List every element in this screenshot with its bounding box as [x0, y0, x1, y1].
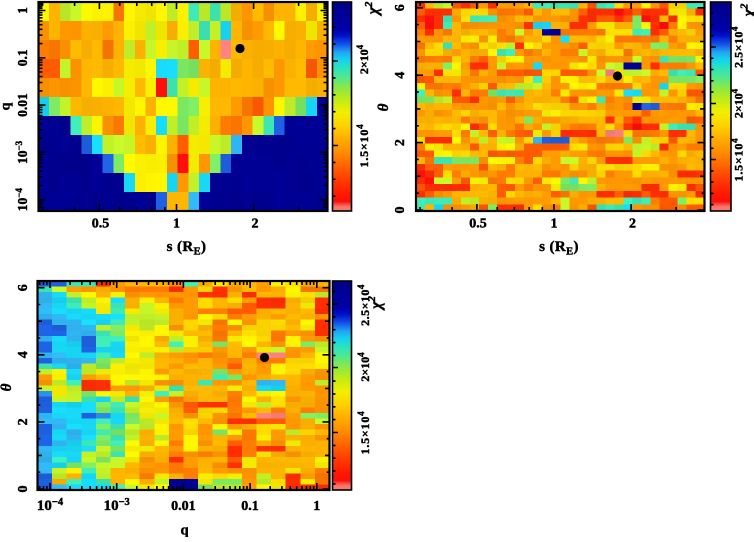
svg-text:6: 6	[16, 284, 31, 291]
svg-text:1: 1	[173, 217, 180, 232]
svg-text:0.1: 0.1	[241, 499, 259, 514]
svg-text:6: 6	[393, 4, 408, 11]
svg-text:1: 1	[551, 217, 558, 232]
svg-text:0.01: 0.01	[171, 499, 196, 514]
svg-text:q: q	[180, 523, 188, 538]
svg-text:2: 2	[393, 139, 408, 146]
svg-text:0.1: 0.1	[15, 49, 30, 66]
svg-text:2: 2	[252, 217, 259, 232]
svg-text:2: 2	[16, 418, 31, 425]
svg-text:0: 0	[16, 486, 31, 493]
svg-text:s (RE): s (RE)	[167, 239, 207, 258]
svg-text:s (RE): s (RE)	[539, 239, 579, 258]
svg-text:1.5×104: 1.5×104	[356, 411, 372, 455]
svg-text:0.01: 0.01	[15, 93, 30, 117]
svg-text:1: 1	[15, 7, 30, 14]
svg-text:4: 4	[393, 72, 408, 79]
svg-text:1.5×104: 1.5×104	[730, 138, 746, 182]
svg-text:1.5×104: 1.5×104	[355, 124, 371, 168]
svg-text:θ: θ	[376, 103, 392, 111]
svg-text:θ: θ	[0, 383, 15, 391]
svg-text:4: 4	[16, 351, 31, 358]
svg-text:2.5×104: 2.5×104	[730, 26, 746, 68]
svg-text:0: 0	[393, 207, 408, 214]
svg-text:1: 1	[313, 499, 320, 514]
svg-text:q: q	[0, 102, 14, 110]
svg-text:0.5: 0.5	[469, 217, 487, 232]
svg-text:2: 2	[629, 217, 636, 232]
svg-text:0.5: 0.5	[92, 217, 110, 232]
